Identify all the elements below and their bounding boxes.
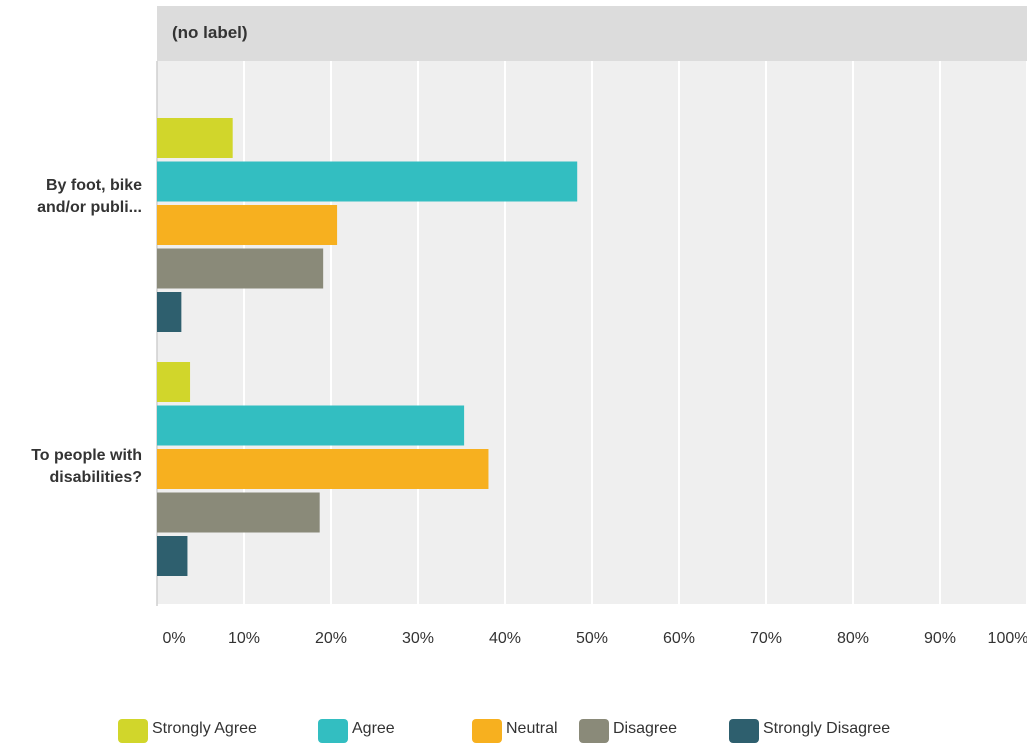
legend-label: Strongly Disagree bbox=[763, 720, 891, 737]
legend: Strongly Agree Agree Neutral Disagree Strong… bbox=[0, 719, 1027, 743]
legend-item: Agree bbox=[318, 719, 395, 743]
legend-label: Disagree bbox=[613, 720, 678, 737]
x-tick-label: 80% bbox=[836, 630, 870, 647]
bar-strongly-disagree-1 bbox=[157, 292, 182, 332]
legend-swatch bbox=[579, 719, 609, 743]
legend-label: Agree bbox=[352, 720, 395, 737]
category-label-line: disabilities? bbox=[49, 469, 142, 486]
bar-disagree-1 bbox=[157, 248, 324, 289]
bar-strongly-agree-2 bbox=[157, 362, 191, 402]
legend-swatch bbox=[729, 719, 759, 743]
category-label: To people with disabilities? bbox=[0, 445, 142, 489]
x-tick-label: 20% bbox=[314, 630, 348, 647]
x-tick-label: 0% bbox=[162, 630, 186, 647]
legend-label: Neutral bbox=[506, 720, 558, 737]
bar-disagree-2 bbox=[157, 492, 320, 533]
x-tick-label: 70% bbox=[749, 630, 783, 647]
legend-item: Strongly Disagree bbox=[729, 719, 890, 743]
legend-label: Strongly Agree bbox=[152, 720, 257, 737]
legend-swatch bbox=[118, 719, 148, 743]
legend-item: Strongly Agree bbox=[118, 719, 257, 743]
x-tick-label: 50% bbox=[575, 630, 609, 647]
bar-neutral-2 bbox=[157, 449, 489, 489]
category-label-line: By foot, bike bbox=[45, 177, 142, 194]
x-tick-label: 10% bbox=[227, 630, 261, 647]
legend-swatch bbox=[472, 719, 502, 743]
x-tick-label: 90% bbox=[923, 630, 957, 647]
legend-item: Disagree bbox=[579, 719, 677, 743]
bar-strongly-agree-1 bbox=[157, 118, 233, 158]
x-tick-label: 30% bbox=[401, 630, 435, 647]
category-label-line: To people with bbox=[31, 447, 142, 464]
bar-agree-2 bbox=[157, 405, 465, 446]
category-label-line: and/or publi... bbox=[37, 199, 142, 216]
chart-title: (no label) bbox=[172, 23, 248, 42]
legend-item: Neutral bbox=[472, 719, 558, 743]
x-tick-label: 100% bbox=[987, 630, 1027, 647]
bar-agree-1 bbox=[157, 161, 578, 202]
category-label: By foot, bike and/or publi... bbox=[0, 175, 142, 219]
panel-header: (no label) bbox=[157, 6, 1027, 61]
bar-strongly-disagree-2 bbox=[157, 536, 188, 576]
x-tick-label: 60% bbox=[662, 630, 696, 647]
bar-neutral-1 bbox=[157, 205, 338, 245]
x-tick-label: 40% bbox=[488, 630, 522, 647]
legend-swatch bbox=[318, 719, 348, 743]
